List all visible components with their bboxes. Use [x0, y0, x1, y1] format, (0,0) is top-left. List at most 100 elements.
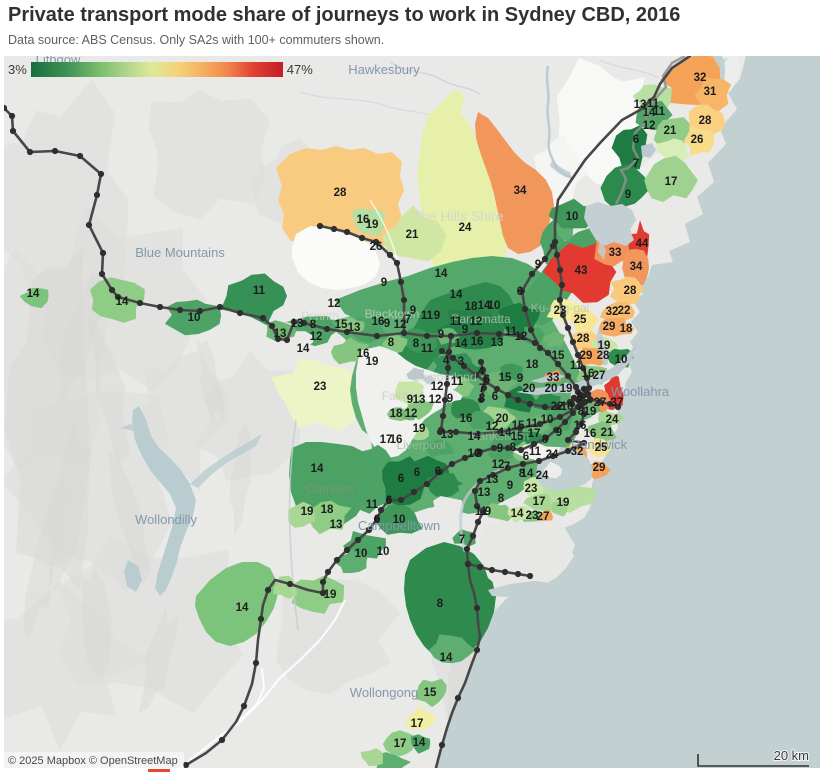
svg-text:33: 33	[547, 372, 560, 384]
svg-text:9: 9	[497, 443, 503, 455]
svg-text:28: 28	[624, 285, 637, 297]
svg-text:14: 14	[499, 427, 512, 439]
svg-text:16: 16	[471, 336, 484, 348]
svg-text:13: 13	[441, 429, 454, 441]
svg-text:10: 10	[566, 211, 579, 223]
svg-text:4: 4	[443, 355, 450, 367]
svg-text:12: 12	[431, 381, 444, 393]
svg-text:Penrith: Penrith	[301, 309, 339, 323]
svg-text:12: 12	[492, 459, 505, 471]
svg-text:9: 9	[447, 393, 453, 405]
svg-text:27: 27	[593, 370, 606, 382]
svg-text:16: 16	[390, 434, 403, 446]
svg-text:8: 8	[413, 338, 420, 350]
svg-text:Wollongong: Wollongong	[350, 685, 418, 700]
svg-text:9: 9	[535, 259, 541, 271]
svg-text:12: 12	[515, 331, 528, 343]
svg-text:17: 17	[380, 434, 393, 446]
svg-text:22: 22	[618, 305, 631, 317]
svg-text:10: 10	[377, 546, 390, 558]
svg-text:21: 21	[601, 427, 614, 439]
svg-text:10: 10	[188, 312, 201, 324]
svg-text:13: 13	[348, 322, 361, 334]
svg-text:10: 10	[393, 514, 406, 526]
svg-text:6: 6	[484, 374, 490, 386]
svg-text:7: 7	[459, 534, 465, 546]
svg-text:19: 19	[301, 506, 314, 518]
svg-text:9: 9	[407, 394, 413, 406]
svg-text:15: 15	[499, 372, 512, 384]
svg-text:34: 34	[630, 261, 643, 273]
svg-text:31: 31	[704, 86, 717, 98]
svg-text:21: 21	[664, 125, 677, 137]
svg-text:13: 13	[634, 99, 647, 111]
svg-text:23: 23	[526, 510, 539, 522]
svg-text:19: 19	[598, 340, 611, 352]
svg-text:11: 11	[529, 446, 542, 458]
svg-text:20: 20	[523, 383, 536, 395]
svg-text:8: 8	[510, 442, 517, 454]
svg-text:28: 28	[577, 333, 590, 345]
svg-text:7: 7	[405, 314, 411, 326]
svg-text:8: 8	[519, 468, 526, 480]
svg-text:16: 16	[357, 348, 370, 360]
svg-text:13: 13	[491, 337, 504, 349]
svg-text:16: 16	[584, 428, 597, 440]
svg-text:6: 6	[414, 467, 420, 479]
svg-text:9: 9	[462, 324, 468, 336]
svg-text:23: 23	[525, 483, 538, 495]
svg-text:14: 14	[468, 431, 481, 443]
svg-text:19: 19	[560, 383, 573, 395]
svg-text:10: 10	[541, 414, 554, 426]
svg-text:29: 29	[593, 462, 606, 474]
svg-text:34: 34	[514, 185, 527, 197]
svg-text:Liverpool: Liverpool	[397, 438, 446, 452]
svg-text:Blue Mountains: Blue Mountains	[135, 245, 225, 260]
svg-text:9: 9	[381, 277, 387, 289]
svg-text:26: 26	[691, 134, 704, 146]
svg-text:14: 14	[116, 296, 129, 308]
svg-text:8: 8	[542, 434, 549, 446]
svg-text:14: 14	[455, 338, 468, 350]
svg-text:11: 11	[653, 106, 666, 118]
svg-text:15: 15	[512, 420, 525, 432]
svg-text:27: 27	[537, 511, 550, 523]
svg-text:11: 11	[450, 316, 463, 328]
svg-text:18: 18	[390, 408, 403, 420]
svg-text:10: 10	[488, 300, 501, 312]
svg-text:28: 28	[597, 350, 610, 362]
svg-text:9: 9	[384, 318, 390, 330]
svg-text:33: 33	[609, 247, 622, 259]
svg-text:3: 3	[458, 356, 464, 368]
svg-text:22: 22	[551, 401, 564, 413]
svg-text:Camden: Camden	[305, 481, 354, 496]
svg-text:14: 14	[440, 652, 453, 664]
svg-text:9: 9	[507, 480, 513, 492]
svg-text:© 2025 Mapbox © OpenStreetMap: © 2025 Mapbox © OpenStreetMap	[8, 755, 178, 767]
svg-text:Wollondilly: Wollondilly	[135, 512, 197, 527]
svg-text:12: 12	[328, 298, 341, 310]
svg-text:23: 23	[314, 381, 327, 393]
svg-text:11: 11	[505, 326, 518, 338]
svg-text:Randwick: Randwick	[571, 437, 628, 452]
svg-text:12: 12	[405, 408, 418, 420]
svg-text:11: 11	[421, 343, 434, 355]
svg-text:9: 9	[517, 373, 523, 385]
svg-text:7: 7	[479, 383, 485, 395]
svg-text:Cumberland: Cumberland	[411, 370, 476, 384]
svg-text:11: 11	[421, 310, 434, 322]
svg-text:14: 14	[521, 468, 534, 480]
svg-text:14: 14	[236, 602, 249, 614]
svg-text:15: 15	[511, 431, 524, 443]
svg-text:Campbelltown: Campbelltown	[358, 518, 440, 533]
svg-text:43: 43	[575, 265, 588, 277]
svg-text:18: 18	[321, 504, 334, 516]
svg-text:23: 23	[554, 305, 567, 317]
svg-text:Ku-ring-gai: Ku-ring-gai	[531, 301, 590, 315]
svg-text:32: 32	[571, 446, 584, 458]
svg-text:14: 14	[450, 289, 463, 301]
svg-text:19: 19	[413, 423, 426, 435]
svg-text:6: 6	[517, 286, 523, 298]
svg-text:Woollahra: Woollahra	[611, 384, 670, 399]
svg-text:11: 11	[526, 418, 539, 430]
